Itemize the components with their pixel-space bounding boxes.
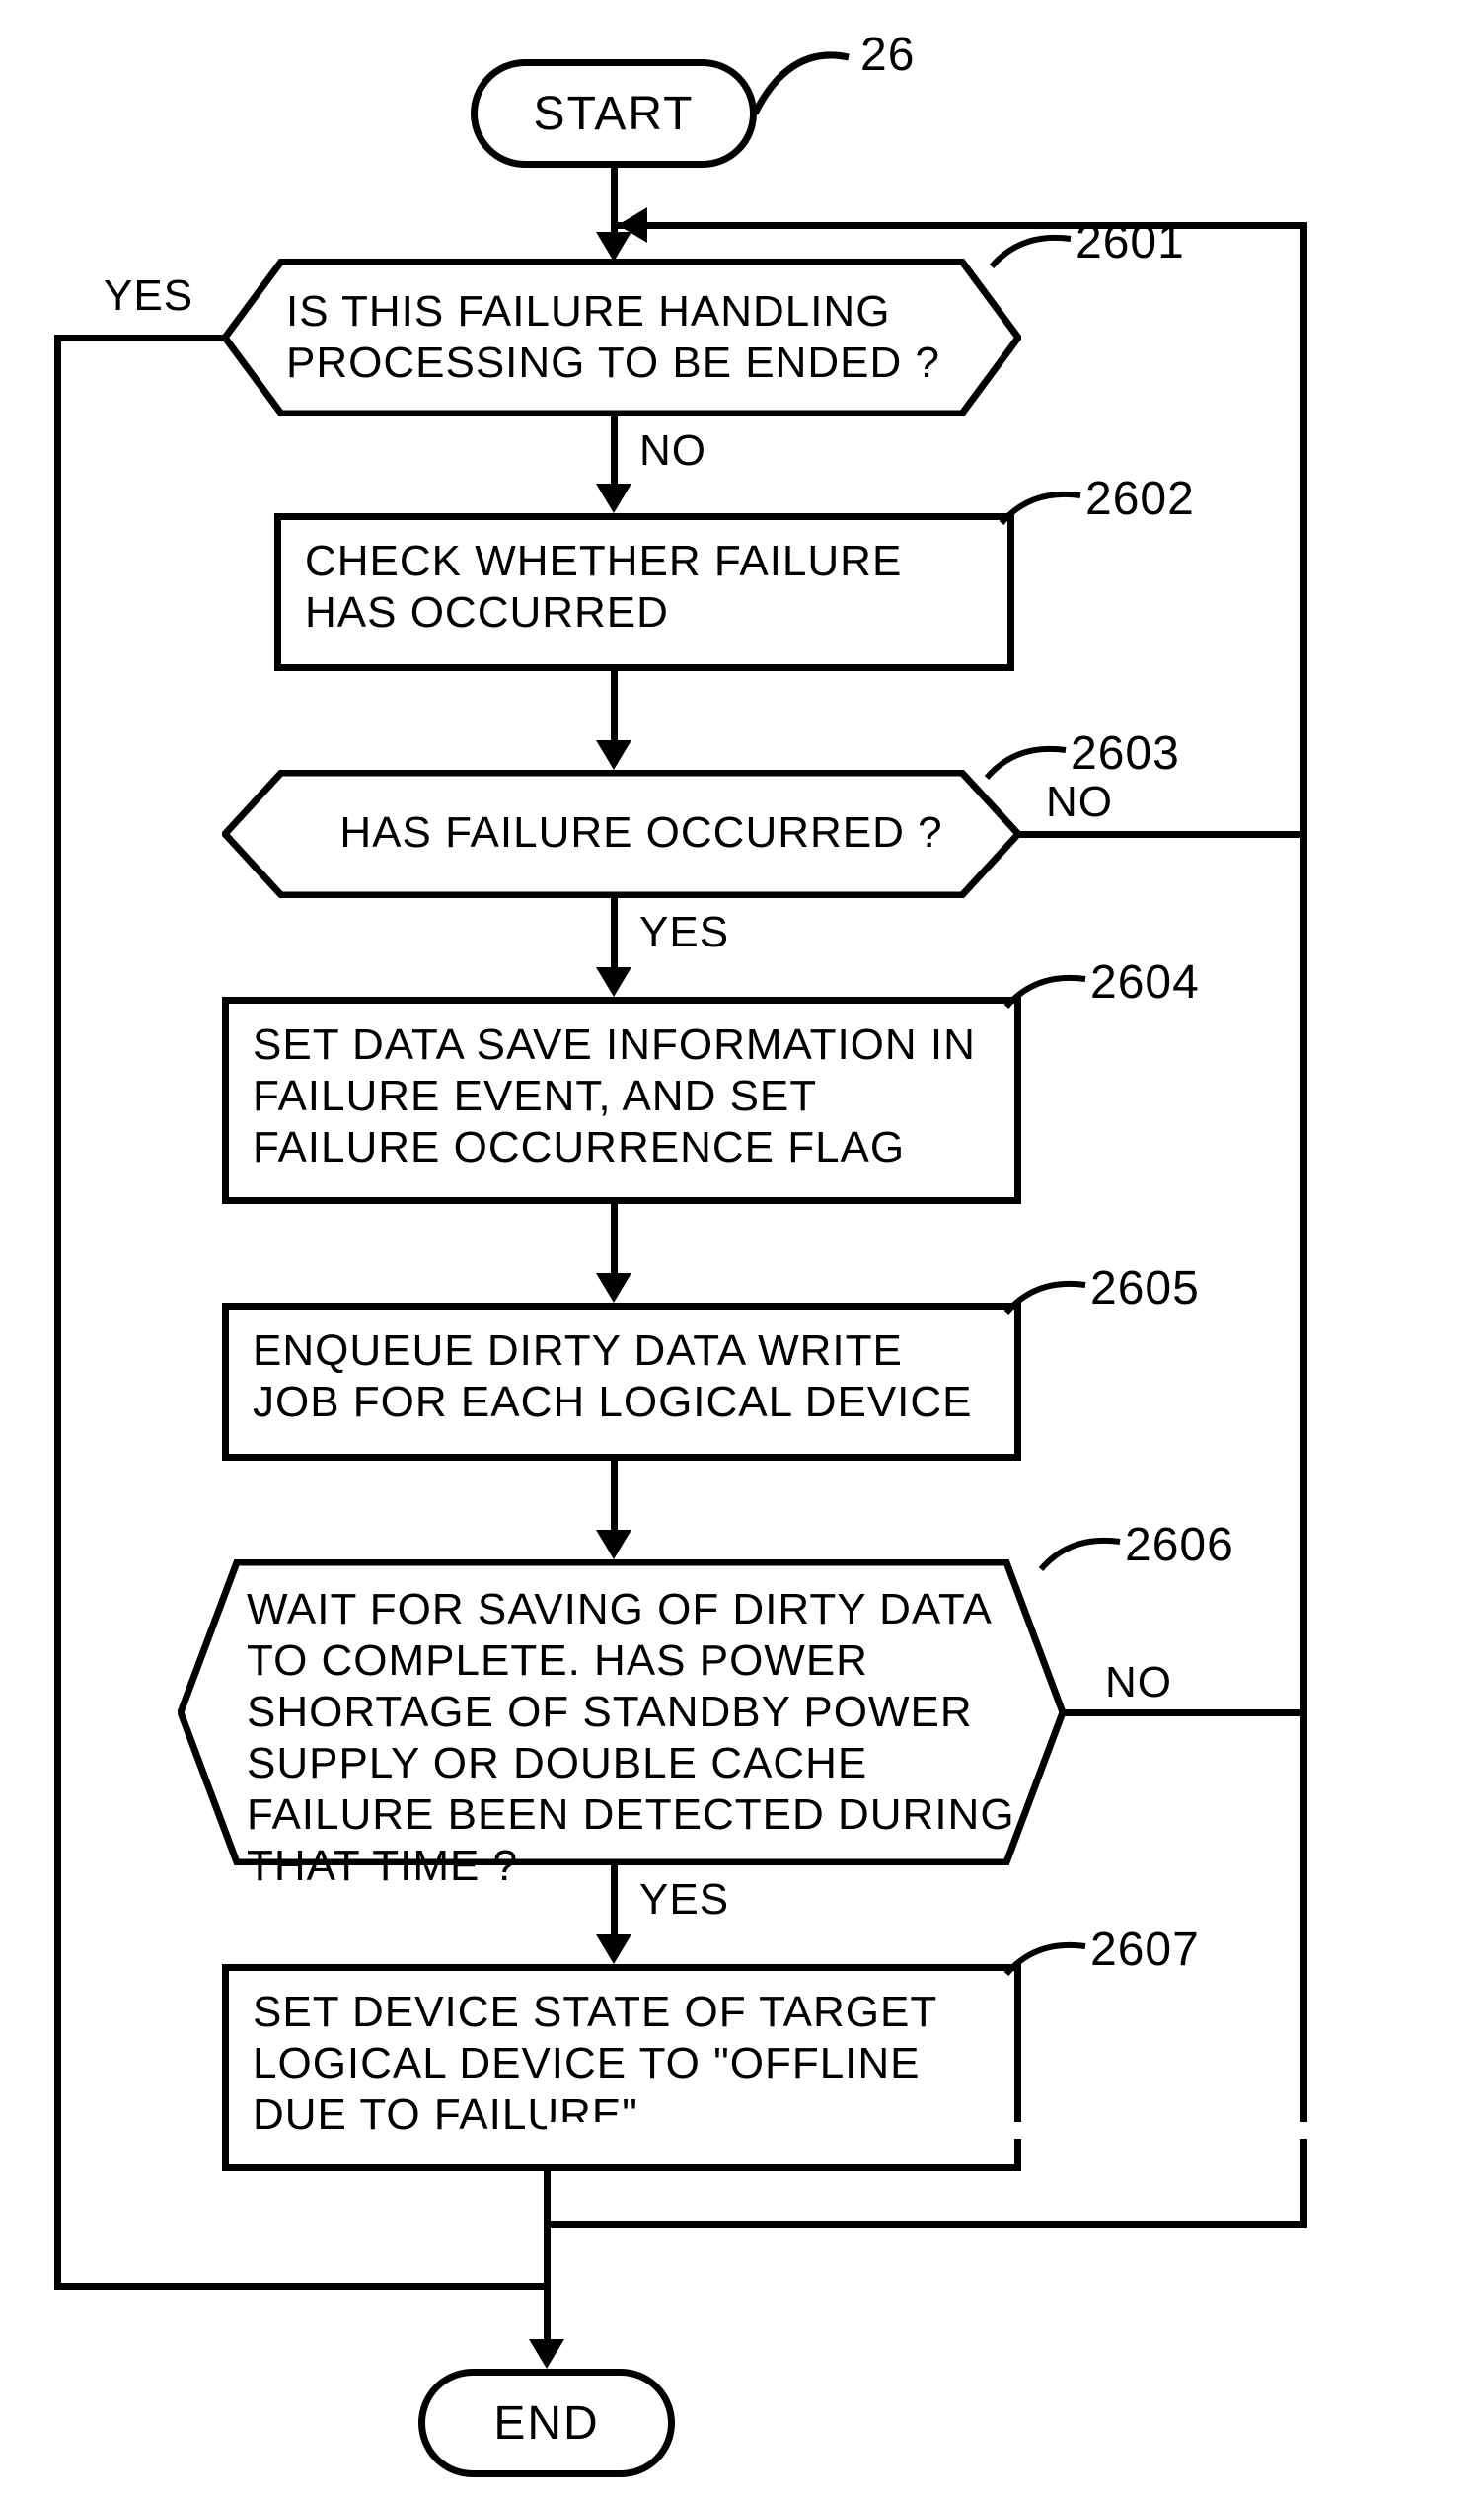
edge-2604-2605: [611, 1204, 618, 1275]
decision-2606-text: WAIT FOR SAVING OF DIRTY DATA TO COMPLET…: [247, 1584, 1026, 1891]
leader-2604: [1002, 967, 1090, 1017]
edge-2601-yes-bottom-h: [54, 2283, 547, 2290]
feedback-arrow-into-merge: [618, 207, 647, 243]
arrow-into-end: [529, 2339, 564, 2369]
arrow-into-2603: [596, 740, 631, 770]
flowchart-canvas: START 26 IS THIS FAILURE HANDLING PROCES…: [0, 0, 1484, 2498]
ref-2604: 2604: [1090, 955, 1200, 1010]
arrow-into-2606: [596, 1530, 631, 1559]
edge-2606-yes-v: [611, 1862, 618, 1936]
edge-2601-yes-h: [54, 335, 225, 341]
process-2605-text: ENQUEUE DIRTY DATA WRITE JOB FOR EACH LO…: [253, 1325, 991, 1428]
feedback-right-top-h: [614, 222, 1307, 229]
leader-26: [750, 39, 858, 118]
edge-2601-no-v: [611, 414, 618, 488]
start-terminator: START: [471, 59, 757, 168]
feedback-right-v-ext: [1300, 2127, 1307, 2228]
feedback-right-bottom-h2: [544, 2221, 1307, 2228]
process-2602: CHECK WHETHER FAILURE HAS OCCURRED: [274, 513, 1014, 671]
edge-2603-yes-v: [611, 895, 618, 969]
leader-2602: [997, 484, 1085, 533]
figure-ref-26: 26: [860, 28, 915, 82]
decision-2601-text: IS THIS FAILURE HANDLING PROCESSING TO B…: [286, 286, 977, 389]
leader-2606: [1036, 1530, 1125, 1579]
ref-2605: 2605: [1090, 1261, 1200, 1316]
arrow-into-2605: [596, 1273, 631, 1303]
ref-2606: 2606: [1125, 1518, 1234, 1572]
label-yes-2603: YES: [639, 908, 729, 957]
edge-2601-yes-v: [54, 335, 61, 2290]
process-2605: ENQUEUE DIRTY DATA WRITE JOB FOR EACH LO…: [222, 1303, 1021, 1461]
label-no-2603: NO: [1046, 778, 1113, 827]
arrow-into-2607: [596, 1934, 631, 1964]
feedback-right-v: [1300, 222, 1307, 2134]
label-yes-2606: YES: [639, 1875, 729, 1925]
leader-2601: [987, 227, 1076, 276]
cover-patch: [547, 2122, 1307, 2139]
leader-2607: [1002, 1934, 1090, 1984]
end-terminator: END: [418, 2369, 675, 2477]
edge-2606-no-h: [1063, 1709, 1307, 1716]
arrow-into-2602: [596, 484, 631, 513]
ref-2602: 2602: [1085, 472, 1195, 526]
leader-2605: [1002, 1273, 1090, 1323]
label-no-2601: NO: [639, 426, 706, 476]
label-yes-2601: YES: [104, 271, 193, 321]
process-2607-text: SET DEVICE STATE OF TARGET LOGICAL DEVIC…: [253, 1987, 991, 2141]
process-2602-text: CHECK WHETHER FAILURE HAS OCCURRED: [305, 536, 984, 639]
end-label: END: [493, 2396, 599, 2451]
edge-merge-to-end: [544, 2221, 551, 2341]
start-label: START: [534, 87, 695, 141]
arrow-into-2604: [596, 967, 631, 997]
edge-start-down: [611, 168, 618, 229]
ref-2603: 2603: [1071, 726, 1180, 781]
process-2607: SET DEVICE STATE OF TARGET LOGICAL DEVIC…: [222, 1964, 1021, 2171]
process-2604-text: SET DATA SAVE INFORMATION IN FAILURE EVE…: [253, 1020, 991, 1173]
ref-2601: 2601: [1076, 215, 1185, 269]
decision-2603-text: HAS FAILURE OCCURRED ?: [316, 807, 967, 859]
process-2604: SET DATA SAVE INFORMATION IN FAILURE EVE…: [222, 997, 1021, 1204]
ref-2607: 2607: [1090, 1923, 1200, 1977]
edge-2603-no-h: [1018, 831, 1307, 838]
edge-2605-2606: [611, 1461, 618, 1532]
edge-2602-2603: [611, 671, 618, 742]
label-no-2606: NO: [1105, 1658, 1172, 1707]
